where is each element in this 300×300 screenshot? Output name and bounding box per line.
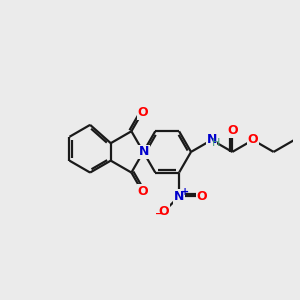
Text: N: N [206,133,217,146]
Text: N: N [139,146,149,158]
Text: O: O [138,184,148,198]
Text: −: − [155,208,163,218]
Text: H: H [212,138,220,148]
Text: O: O [248,134,258,146]
Text: O: O [227,124,238,137]
Text: +: + [181,187,189,196]
Text: O: O [159,205,169,218]
Text: O: O [196,190,207,203]
Text: N: N [174,190,184,203]
Text: O: O [138,106,148,119]
